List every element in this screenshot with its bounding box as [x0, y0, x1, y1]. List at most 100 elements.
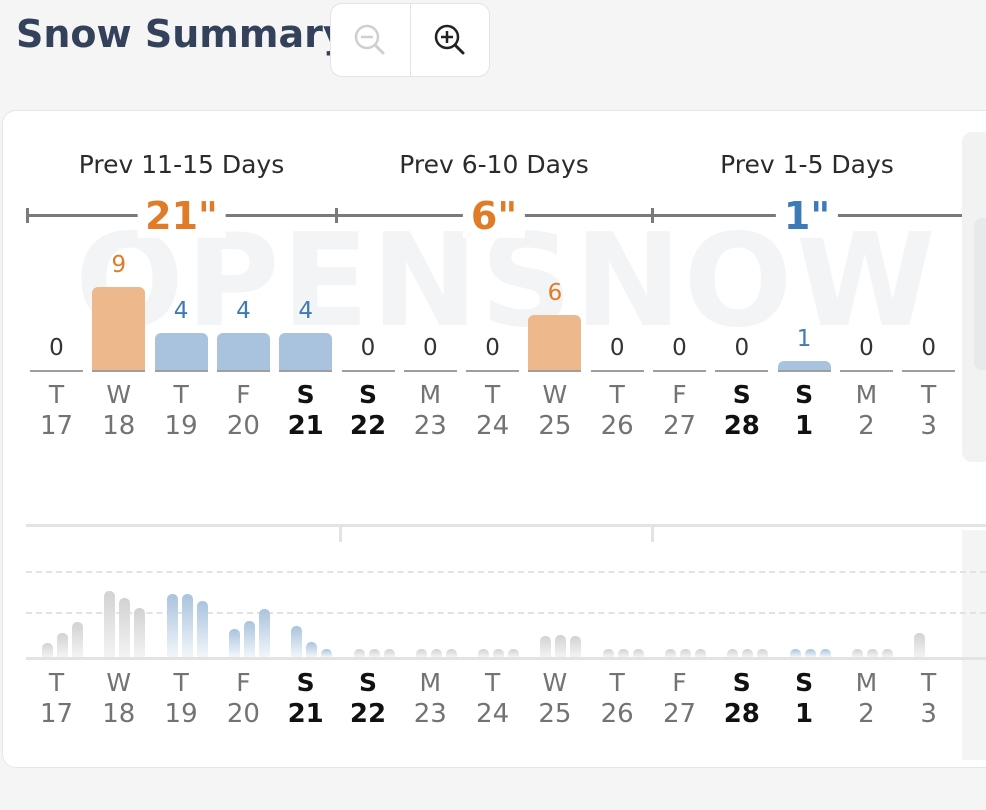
snow-amount: 0 — [49, 335, 64, 361]
hourly-period-separator — [651, 524, 654, 542]
day-of-month: 26 — [600, 699, 634, 729]
period-total: 1" — [775, 194, 839, 238]
day-of-month: 26 — [600, 411, 634, 441]
hourly-bar — [851, 649, 863, 657]
day-of-month: 24 — [476, 699, 510, 729]
snow-amount: 0 — [609, 335, 625, 361]
bar-baseline — [341, 370, 395, 372]
hourly-bar — [540, 636, 552, 657]
day-of-week: T — [609, 668, 625, 697]
snow-bar — [92, 287, 146, 370]
bar-baseline — [30, 370, 83, 372]
day-of-month: 19 — [164, 699, 198, 729]
scroll-handle[interactable] — [974, 218, 986, 370]
period-tick — [651, 208, 654, 223]
day-of-month: 23 — [413, 411, 447, 441]
period-tick — [335, 208, 338, 223]
day-of-week: S — [296, 668, 315, 697]
zoom-out-button[interactable] — [331, 4, 410, 76]
gridline — [26, 612, 986, 614]
day-of-week: S — [732, 380, 751, 409]
bar-baseline — [279, 370, 333, 372]
opensnow-watermark: OPENSNOW — [75, 207, 938, 356]
zoom-in-button[interactable] — [409, 4, 490, 76]
period-label: Prev 1-5 Days — [720, 150, 894, 179]
day-of-week: S — [358, 668, 377, 697]
bar-baseline — [154, 370, 208, 372]
hourly-bar — [555, 634, 567, 657]
hourly-bar — [445, 649, 457, 657]
hourly-bar — [119, 597, 131, 657]
snow-bar — [777, 360, 831, 370]
hourly-bar — [196, 601, 208, 657]
day-of-week: M — [855, 668, 878, 697]
day-of-month: 22 — [349, 411, 387, 441]
day-of-month: 17 — [39, 699, 74, 729]
snow-amount: 0 — [485, 335, 500, 361]
hourly-bar — [632, 649, 644, 657]
bar-baseline — [92, 370, 146, 372]
bar-baseline — [403, 370, 457, 372]
day-of-week: S — [732, 668, 751, 697]
snow-amount: 9 — [111, 252, 127, 279]
day-of-week: T — [48, 668, 65, 697]
day-of-month: 18 — [102, 411, 136, 441]
period-label: Prev 6-10 Days — [399, 150, 589, 179]
day-of-week: T — [921, 668, 937, 697]
bar-baseline — [528, 370, 582, 372]
day-of-week: W — [542, 380, 568, 409]
bar-baseline — [653, 370, 706, 372]
hourly-bar — [602, 649, 614, 657]
hourly-bar — [680, 649, 691, 657]
day-of-week: T — [173, 380, 189, 409]
bar-baseline — [777, 370, 831, 372]
day-of-month: 2 — [858, 411, 875, 441]
hourly-bar — [757, 649, 769, 657]
hourly-bar — [291, 625, 303, 657]
hourly-bar — [383, 649, 395, 657]
hourly-bar — [493, 649, 505, 657]
hourly-bar — [617, 649, 629, 657]
zoom-controls — [330, 3, 490, 77]
bar-baseline — [902, 370, 956, 372]
hourly-bar — [181, 594, 193, 657]
hourly-bar — [228, 629, 240, 657]
zoom-out-icon — [355, 24, 385, 55]
day-of-month: 27 — [662, 699, 697, 729]
hourly-bar — [804, 649, 816, 657]
hourly-bar — [742, 649, 754, 657]
hourly-period-separator — [339, 524, 342, 542]
day-of-week: T — [484, 668, 501, 697]
hourly-bar — [306, 641, 318, 657]
hourly-bar — [353, 649, 365, 657]
snow-amount: 0 — [672, 335, 687, 361]
hourly-bar — [789, 649, 801, 657]
hourly-bar — [258, 609, 270, 657]
hourly-top-rule — [26, 524, 986, 527]
day-of-month: 27 — [662, 411, 697, 441]
day-of-month: 21 — [287, 411, 324, 441]
day-of-week: T — [173, 668, 189, 697]
day-of-week: S — [296, 380, 315, 409]
day-of-month: 25 — [538, 411, 572, 441]
day-of-month: 20 — [226, 699, 260, 729]
day-of-month: 24 — [476, 411, 510, 441]
day-of-week: T — [484, 380, 501, 409]
hourly-bar — [881, 649, 893, 657]
day-of-month: 3 — [920, 411, 937, 441]
day-of-month: 28 — [723, 411, 760, 441]
day-of-week: F — [672, 380, 687, 409]
hourly-bar — [104, 590, 116, 657]
hourly-bar — [321, 648, 333, 657]
snow-bar — [154, 333, 208, 370]
day-of-month: 23 — [413, 699, 447, 729]
day-of-month: 22 — [349, 699, 387, 729]
snow-amount: 0 — [422, 335, 438, 361]
day-of-week: W — [106, 380, 132, 409]
zoom-in-icon — [434, 24, 465, 55]
day-of-month: 28 — [723, 699, 760, 729]
snow-amount: 4 — [236, 298, 251, 325]
day-of-month: 25 — [538, 699, 572, 729]
hourly-bar — [570, 636, 582, 657]
snow-amount: 0 — [921, 335, 936, 361]
